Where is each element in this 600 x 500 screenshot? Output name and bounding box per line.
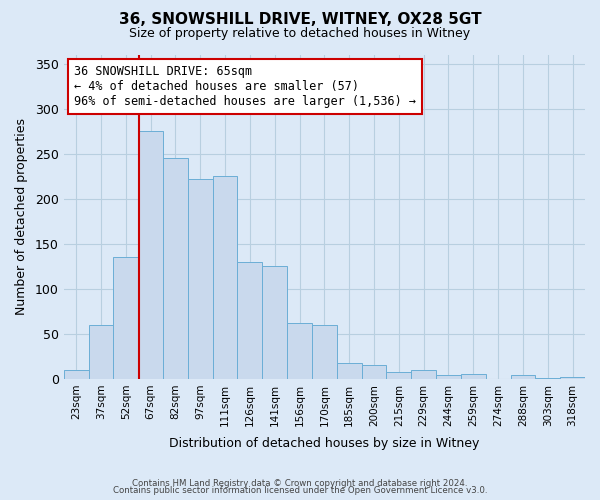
Bar [461, 374, 486, 379]
Bar [287, 323, 312, 379]
Bar [411, 370, 436, 379]
Bar [436, 376, 461, 379]
Bar [113, 258, 138, 379]
Bar [511, 376, 535, 379]
Bar [89, 325, 113, 379]
Bar [337, 362, 362, 379]
Bar [262, 266, 287, 379]
Y-axis label: Number of detached properties: Number of detached properties [15, 118, 28, 316]
Bar [212, 176, 238, 379]
Bar [560, 377, 585, 379]
Text: 36 SNOWSHILL DRIVE: 65sqm
← 4% of detached houses are smaller (57)
96% of semi-d: 36 SNOWSHILL DRIVE: 65sqm ← 4% of detach… [74, 64, 416, 108]
Bar [163, 158, 188, 379]
Bar [64, 370, 89, 379]
Bar [188, 179, 212, 379]
Bar [535, 378, 560, 379]
Text: Contains HM Land Registry data © Crown copyright and database right 2024.: Contains HM Land Registry data © Crown c… [132, 478, 468, 488]
Bar [312, 325, 337, 379]
Text: Size of property relative to detached houses in Witney: Size of property relative to detached ho… [130, 28, 470, 40]
Bar [386, 372, 411, 379]
Text: Contains public sector information licensed under the Open Government Licence v3: Contains public sector information licen… [113, 486, 487, 495]
Bar [362, 364, 386, 379]
X-axis label: Distribution of detached houses by size in Witney: Distribution of detached houses by size … [169, 437, 479, 450]
Bar [238, 262, 262, 379]
Text: 36, SNOWSHILL DRIVE, WITNEY, OX28 5GT: 36, SNOWSHILL DRIVE, WITNEY, OX28 5GT [119, 12, 481, 28]
Bar [138, 132, 163, 379]
